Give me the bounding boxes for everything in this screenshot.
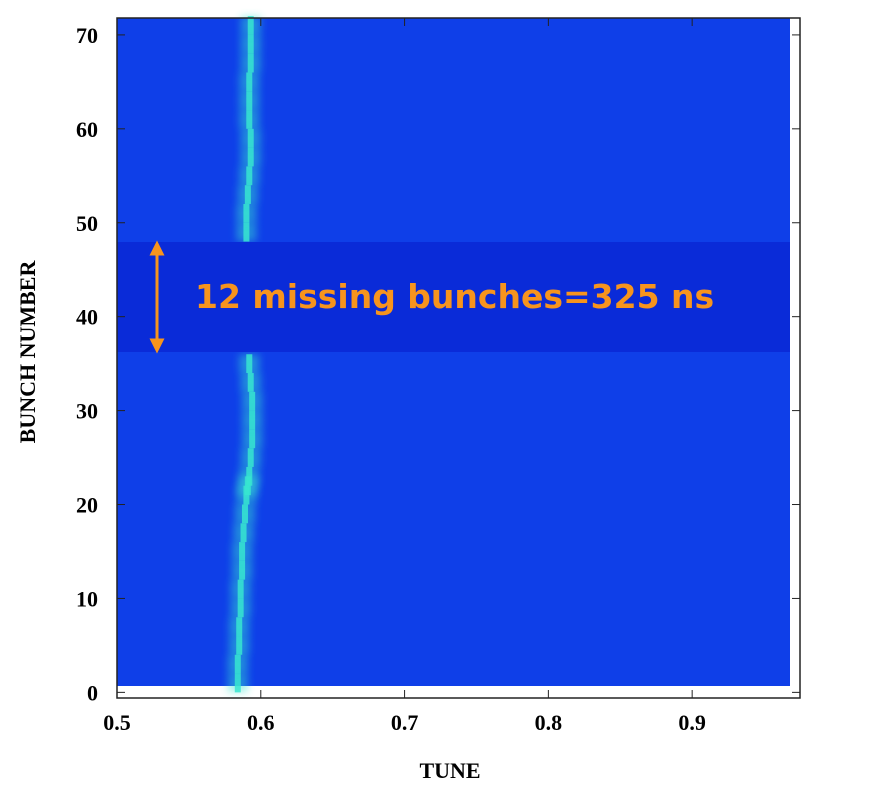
- ridge-cell: [246, 354, 253, 374]
- x-tick-label: 0.5: [103, 710, 131, 735]
- ridge-cell: [246, 466, 253, 486]
- ridge-cell: [241, 504, 248, 524]
- ridge-cell: [239, 542, 246, 561]
- y-tick-label: 60: [76, 117, 98, 142]
- ridge: [227, 16, 263, 693]
- ridge-cell: [247, 448, 254, 467]
- ridge-cell: [246, 110, 253, 129]
- y-tick-label: 40: [76, 305, 98, 330]
- ridge-cell: [247, 128, 254, 148]
- ridge-cell: [247, 34, 254, 54]
- missing-band: [117, 242, 790, 352]
- x-tick-label: 0.7: [391, 710, 419, 735]
- x-tick-label: 0.6: [247, 710, 275, 735]
- ridge-cell: [247, 147, 254, 167]
- ridge-cell: [246, 91, 253, 111]
- ridge-cell: [243, 222, 250, 242]
- ridge-cell: [240, 523, 247, 543]
- ridge-cell: [249, 410, 256, 430]
- x-tick-label: 0.8: [535, 710, 563, 735]
- y-tick-label: 30: [76, 399, 98, 424]
- ridge-cell: [244, 185, 251, 204]
- annotation: 12 missing bunches=325 ns: [195, 277, 714, 316]
- y-tick-label: 70: [76, 23, 98, 48]
- ridge-cell: [247, 16, 254, 35]
- x-tick-label: 0.9: [678, 710, 706, 735]
- ridge-cell: [246, 72, 253, 92]
- ridge-cell: [249, 391, 256, 411]
- ridge-cell: [237, 598, 244, 618]
- y-axis-label: BUNCH NUMBER: [15, 260, 40, 444]
- ridge-cell: [237, 579, 244, 599]
- ridge-cell: [247, 53, 254, 73]
- ridge-cell: [246, 166, 253, 186]
- ridge-cell: [239, 560, 246, 580]
- ridge-cell: [236, 617, 243, 637]
- ridge-cell: [247, 373, 254, 392]
- ridge-cell: [234, 673, 241, 693]
- ridge-cell: [234, 654, 241, 674]
- ridge-cell: [249, 429, 256, 449]
- x-axis-label: TUNE: [419, 758, 480, 783]
- y-tick-label: 50: [76, 211, 98, 236]
- y-tick-label: 10: [76, 586, 98, 611]
- y-tick-label: 0: [87, 680, 98, 705]
- ridge-cell: [243, 203, 250, 223]
- ridge-cell: [236, 636, 243, 655]
- y-tick-label: 20: [76, 493, 98, 518]
- frame: [116, 17, 801, 699]
